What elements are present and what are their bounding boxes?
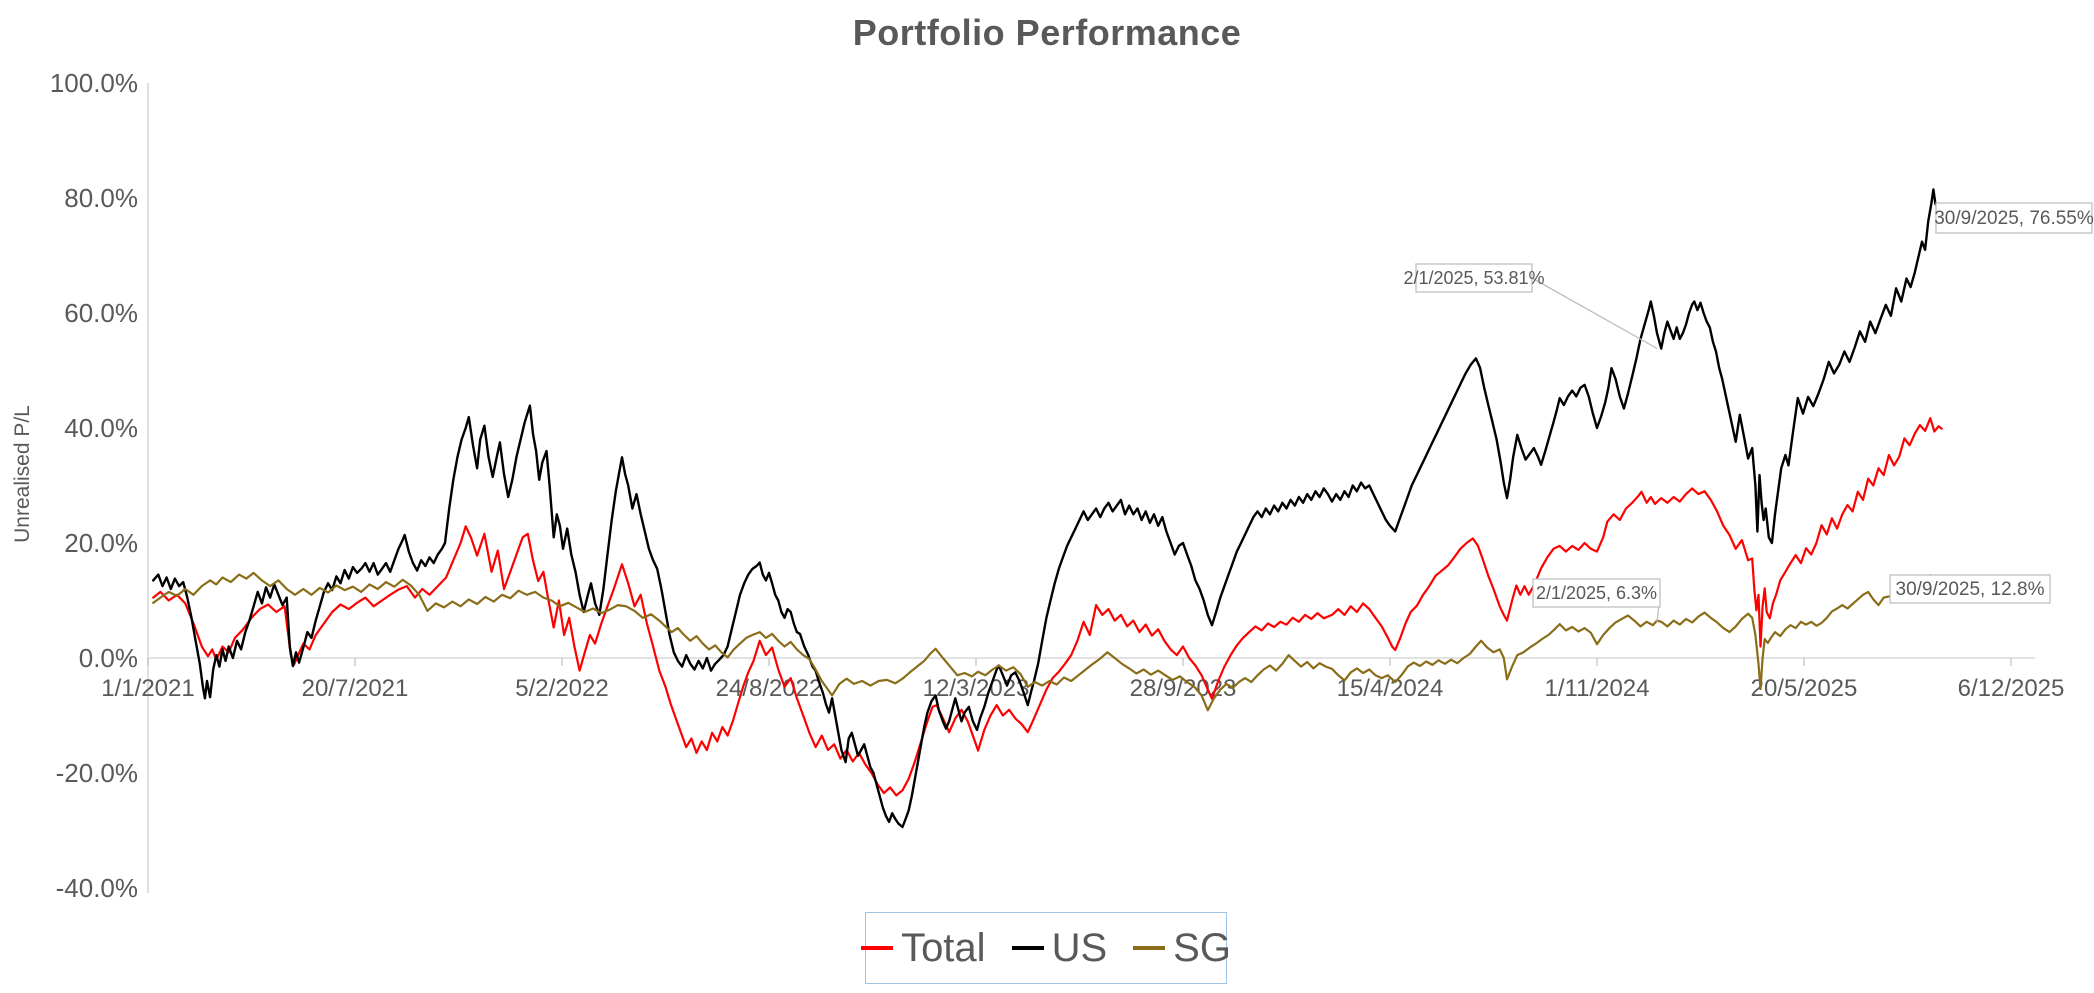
legend: Total US SG [861,912,1231,984]
x-tick-label: 15/4/2024 [1337,675,1444,702]
y-tick-label: 80.0% [64,183,138,213]
annotation-text: 2/1/2025, 6.3% [1536,583,1657,603]
x-tick-label: 20/7/2021 [302,675,409,702]
annotation-text: 30/9/2025, 12.8% [1896,579,2045,600]
annotation-2: 30/9/2025, 76.55% [1934,202,2094,234]
annotation-3: 2/1/2025, 6.3% [1532,578,1661,622]
x-tick-label: 20/5/2025 [1751,675,1858,702]
y-tick-label: 0.0% [79,643,138,673]
sg-series-dash-icon [1133,946,1166,950]
annotation-text: 30/9/2025, 76.55% [1934,208,2094,229]
legend-item-us: US [1011,925,1108,971]
legend-label-sg: SG [1173,925,1231,970]
legend-label-total: Total [901,925,986,970]
annotation-text: 2/1/2025, 53.81% [1403,268,1544,288]
y-tick-label: 40.0% [64,413,138,443]
legend-label-us: US [1051,925,1108,970]
x-tick-label: 1/11/2024 [1545,675,1650,702]
annotation-4: 30/9/2025, 12.8% [1889,574,2051,604]
legend-item-total: Total [861,926,986,971]
series-line-sg [152,571,1943,712]
us-series-dash-icon [1011,946,1044,950]
annotation-box [1532,578,1661,608]
annotation-leader [1531,277,1658,350]
chart-title: Portfolio Performance [852,12,1242,53]
x-tick-label: 12/3/2023 [923,675,1030,702]
y-tick-label: 100.0% [50,68,138,98]
annotation-box [1889,574,2051,604]
annotation-box [1935,202,2093,234]
x-tick-label: 5/2/2022 [515,675,608,702]
annotation-1: 2/1/2025, 53.81% [1403,263,1658,350]
annotation-box [1415,263,1533,293]
x-tick-label: 1/1/2021 [101,675,194,702]
legend-item-sg: SG [1133,926,1231,971]
y-tick-label: -40.0% [56,873,138,903]
series-line-us [151,188,1943,829]
total-series-dash-icon [861,946,894,950]
y-tick-label: -20.0% [56,758,138,788]
series-line-total [152,417,1943,797]
x-tick-label: 6/12/2025 [1958,675,2065,702]
y-tick-label: 60.0% [64,298,138,328]
x-tick-label: 24/8/2022 [716,675,823,702]
y-tick-label: 20.0% [64,528,138,558]
